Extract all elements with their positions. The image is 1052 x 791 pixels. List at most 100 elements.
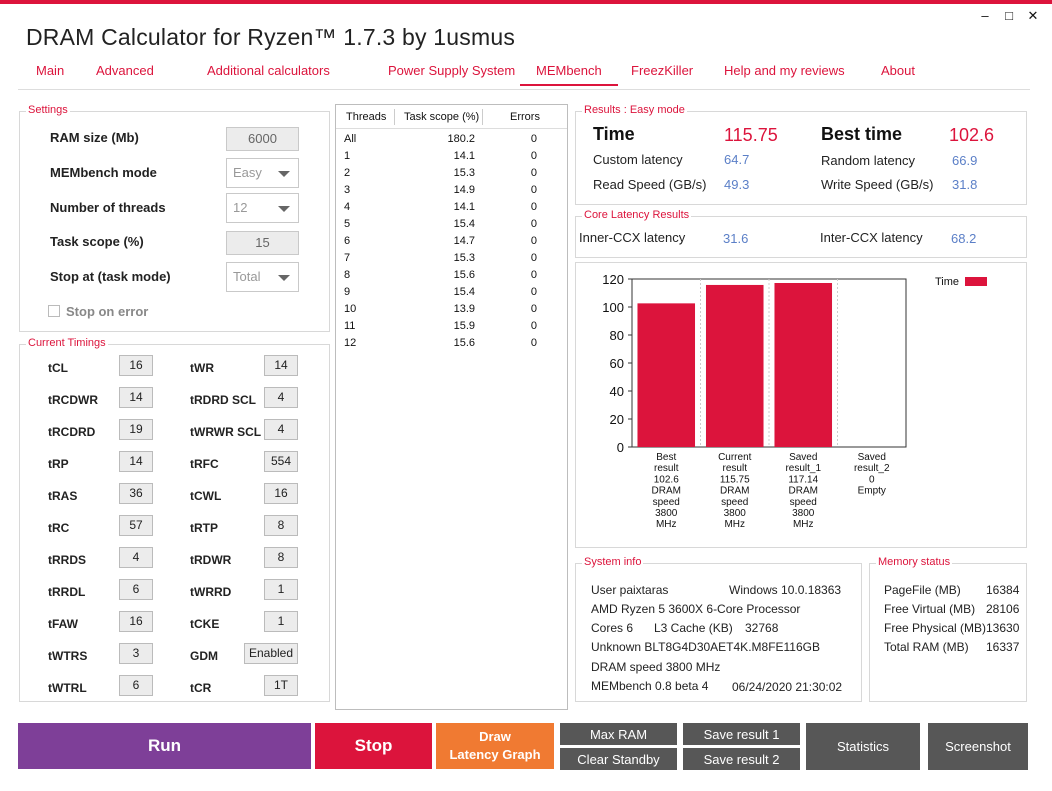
l3-cache-value: 32768 [745, 621, 779, 635]
inter-ccx-label: Inter-CCX latency [820, 230, 923, 245]
thread-cell: 7 [344, 252, 351, 264]
results-group: Results : Easy mode Time 115.75 Best tim… [575, 104, 1027, 205]
tab-power-supply-system[interactable]: Power Supply System [388, 63, 516, 78]
timing-value: 4 [119, 547, 153, 568]
max-ram-button[interactable]: Max RAM [560, 723, 677, 745]
task-scope-col-header: Task scope (%) [404, 111, 480, 123]
tab-about[interactable]: About [881, 63, 915, 78]
inner-ccx-label: Inner-CCX latency [579, 230, 686, 245]
x-tick-label: 117.14 [788, 474, 818, 485]
legend-swatch [965, 277, 987, 286]
memory-status-label: Total RAM (MB) [884, 640, 969, 654]
statistics-button[interactable]: Statistics [806, 723, 920, 770]
thread-cell: 8 [344, 269, 351, 281]
best-time-value: 102.6 [949, 125, 995, 145]
tab-help-and-reviews[interactable]: Help and my reviews [724, 63, 845, 78]
thread-cell: 1 [344, 150, 351, 162]
timing-label: tRRDL [48, 585, 86, 599]
random-latency-label: Random latency [821, 153, 915, 168]
timing-label: tRC [48, 521, 70, 535]
maximize-icon[interactable]: □ [1005, 8, 1013, 23]
task-scope-cell: 15.3 [453, 252, 475, 264]
task-scope-cell: 14.1 [453, 201, 475, 213]
timing-value: 16 [119, 355, 153, 376]
stop-button[interactable]: Stop [315, 723, 432, 769]
stop-on-error-checkbox[interactable] [48, 305, 60, 317]
x-tick-label: Empty [858, 486, 886, 497]
x-tick-label: Best [656, 452, 676, 463]
tab-main[interactable]: Main [36, 63, 65, 78]
close-icon[interactable]: ✕ [1027, 8, 1039, 23]
task-scope-cell: 15.4 [453, 218, 475, 230]
errors-cell: 0 [530, 150, 537, 162]
x-tick-label: 3800 [655, 508, 678, 519]
x-tick-label: Current [718, 452, 752, 463]
tab-membench[interactable]: MEMbench [520, 63, 618, 86]
save-result-1-button[interactable]: Save result 1 [683, 723, 800, 745]
timing-label: tCWL [190, 489, 222, 503]
threads-select[interactable]: 12 [226, 193, 299, 223]
tab-bar: Main Advanced Additional calculators Pow… [0, 63, 1052, 89]
timing-label: tRFC [190, 457, 219, 471]
accent-top-bar [0, 0, 1052, 4]
task-scope-field[interactable]: 15 [226, 231, 299, 255]
system-info-title: System info [582, 556, 644, 568]
timing-label: tRP [48, 457, 69, 471]
tab-additional-calculators[interactable]: Additional calculators [207, 63, 330, 78]
threads-col-header: Threads [346, 111, 387, 123]
minimize-icon[interactable]: – [981, 8, 989, 23]
timing-label: tCKE [190, 617, 220, 631]
bar-2 [705, 284, 764, 447]
save-result-2-button[interactable]: Save result 2 [683, 748, 800, 770]
table-row: 3 14.9 0 [336, 184, 567, 201]
x-tick-label: speed [790, 497, 817, 508]
task-scope-cell: 13.9 [453, 303, 475, 315]
x-tick-label: result_2 [854, 463, 890, 474]
ram-size-field[interactable]: 6000 [226, 127, 299, 151]
stop-at-select[interactable]: Total [226, 262, 299, 292]
errors-col-header: Errors [510, 111, 540, 123]
user-label: User paixtaras [591, 583, 669, 597]
draw-latency-graph-button[interactable]: Draw Latency Graph [436, 723, 554, 769]
errors-cell: 0 [530, 201, 537, 213]
timing-label: GDM [190, 649, 218, 663]
timing-value: 4 [264, 419, 298, 440]
thread-cell: All [344, 133, 357, 145]
task-scope-cell: 14.1 [453, 150, 475, 162]
best-time-label: Best time [821, 124, 903, 144]
membench-mode-select[interactable]: Easy [226, 158, 299, 188]
y-tick-label: 0 [617, 440, 624, 455]
x-tick-label: DRAM [652, 486, 681, 497]
timing-value: 14 [119, 451, 153, 472]
y-tick-label: 20 [610, 412, 624, 427]
thread-cell: 4 [344, 201, 351, 213]
timing-value: 554 [264, 451, 298, 472]
y-tick-label: 40 [610, 384, 624, 399]
tab-advanced[interactable]: Advanced [96, 63, 154, 78]
errors-cell: 0 [530, 320, 537, 332]
x-tick-label: DRAM [789, 486, 818, 497]
chevron-down-icon [278, 206, 290, 212]
cores-value: Cores 6 [591, 621, 634, 635]
errors-cell: 0 [530, 303, 537, 315]
tab-freezkiller[interactable]: FreezKiller [631, 63, 694, 78]
thread-cell: 3 [344, 184, 351, 196]
inner-ccx-value: 31.6 [723, 231, 749, 246]
timing-label: tRDWR [190, 553, 232, 567]
clear-standby-button[interactable]: Clear Standby [560, 748, 677, 770]
task-scope-cell: 180.2 [447, 133, 475, 145]
screenshot-button[interactable]: Screenshot [928, 723, 1028, 770]
inter-ccx-value: 68.2 [951, 231, 977, 246]
timing-value: 1T [264, 675, 298, 696]
write-speed-label: Write Speed (GB/s) [821, 177, 934, 192]
run-button[interactable]: Run [18, 723, 311, 769]
memory-status-value: 28106 [986, 602, 1020, 616]
tab-divider [18, 89, 1030, 90]
timing-value: 6 [119, 579, 153, 600]
stop-on-error-label: Stop on error [66, 304, 149, 319]
thread-cell: 2 [344, 167, 351, 179]
read-speed-label: Read Speed (GB/s) [593, 177, 707, 192]
timing-label: tRTP [190, 521, 218, 535]
task-scope-cell: 14.9 [453, 184, 475, 196]
timing-value: 1 [264, 611, 298, 632]
